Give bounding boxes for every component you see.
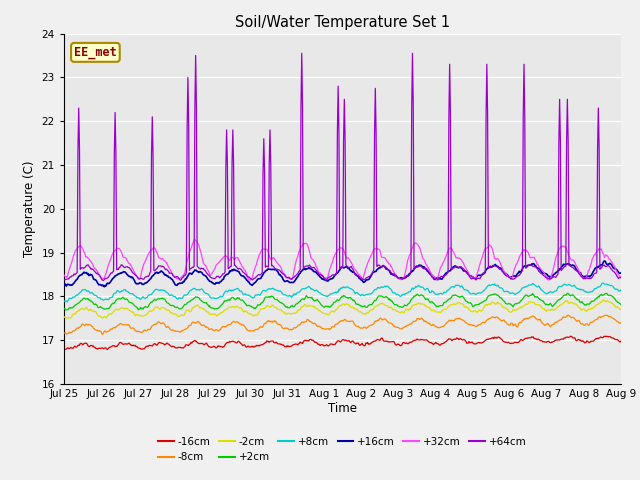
Y-axis label: Temperature (C): Temperature (C) — [23, 160, 36, 257]
Title: Soil/Water Temperature Set 1: Soil/Water Temperature Set 1 — [235, 15, 450, 30]
Legend: -16cm, -8cm, -2cm, +2cm, +8cm, +16cm, +32cm, +64cm: -16cm, -8cm, -2cm, +2cm, +8cm, +16cm, +3… — [154, 433, 531, 467]
Text: EE_met: EE_met — [74, 46, 116, 59]
X-axis label: Time: Time — [328, 402, 357, 415]
